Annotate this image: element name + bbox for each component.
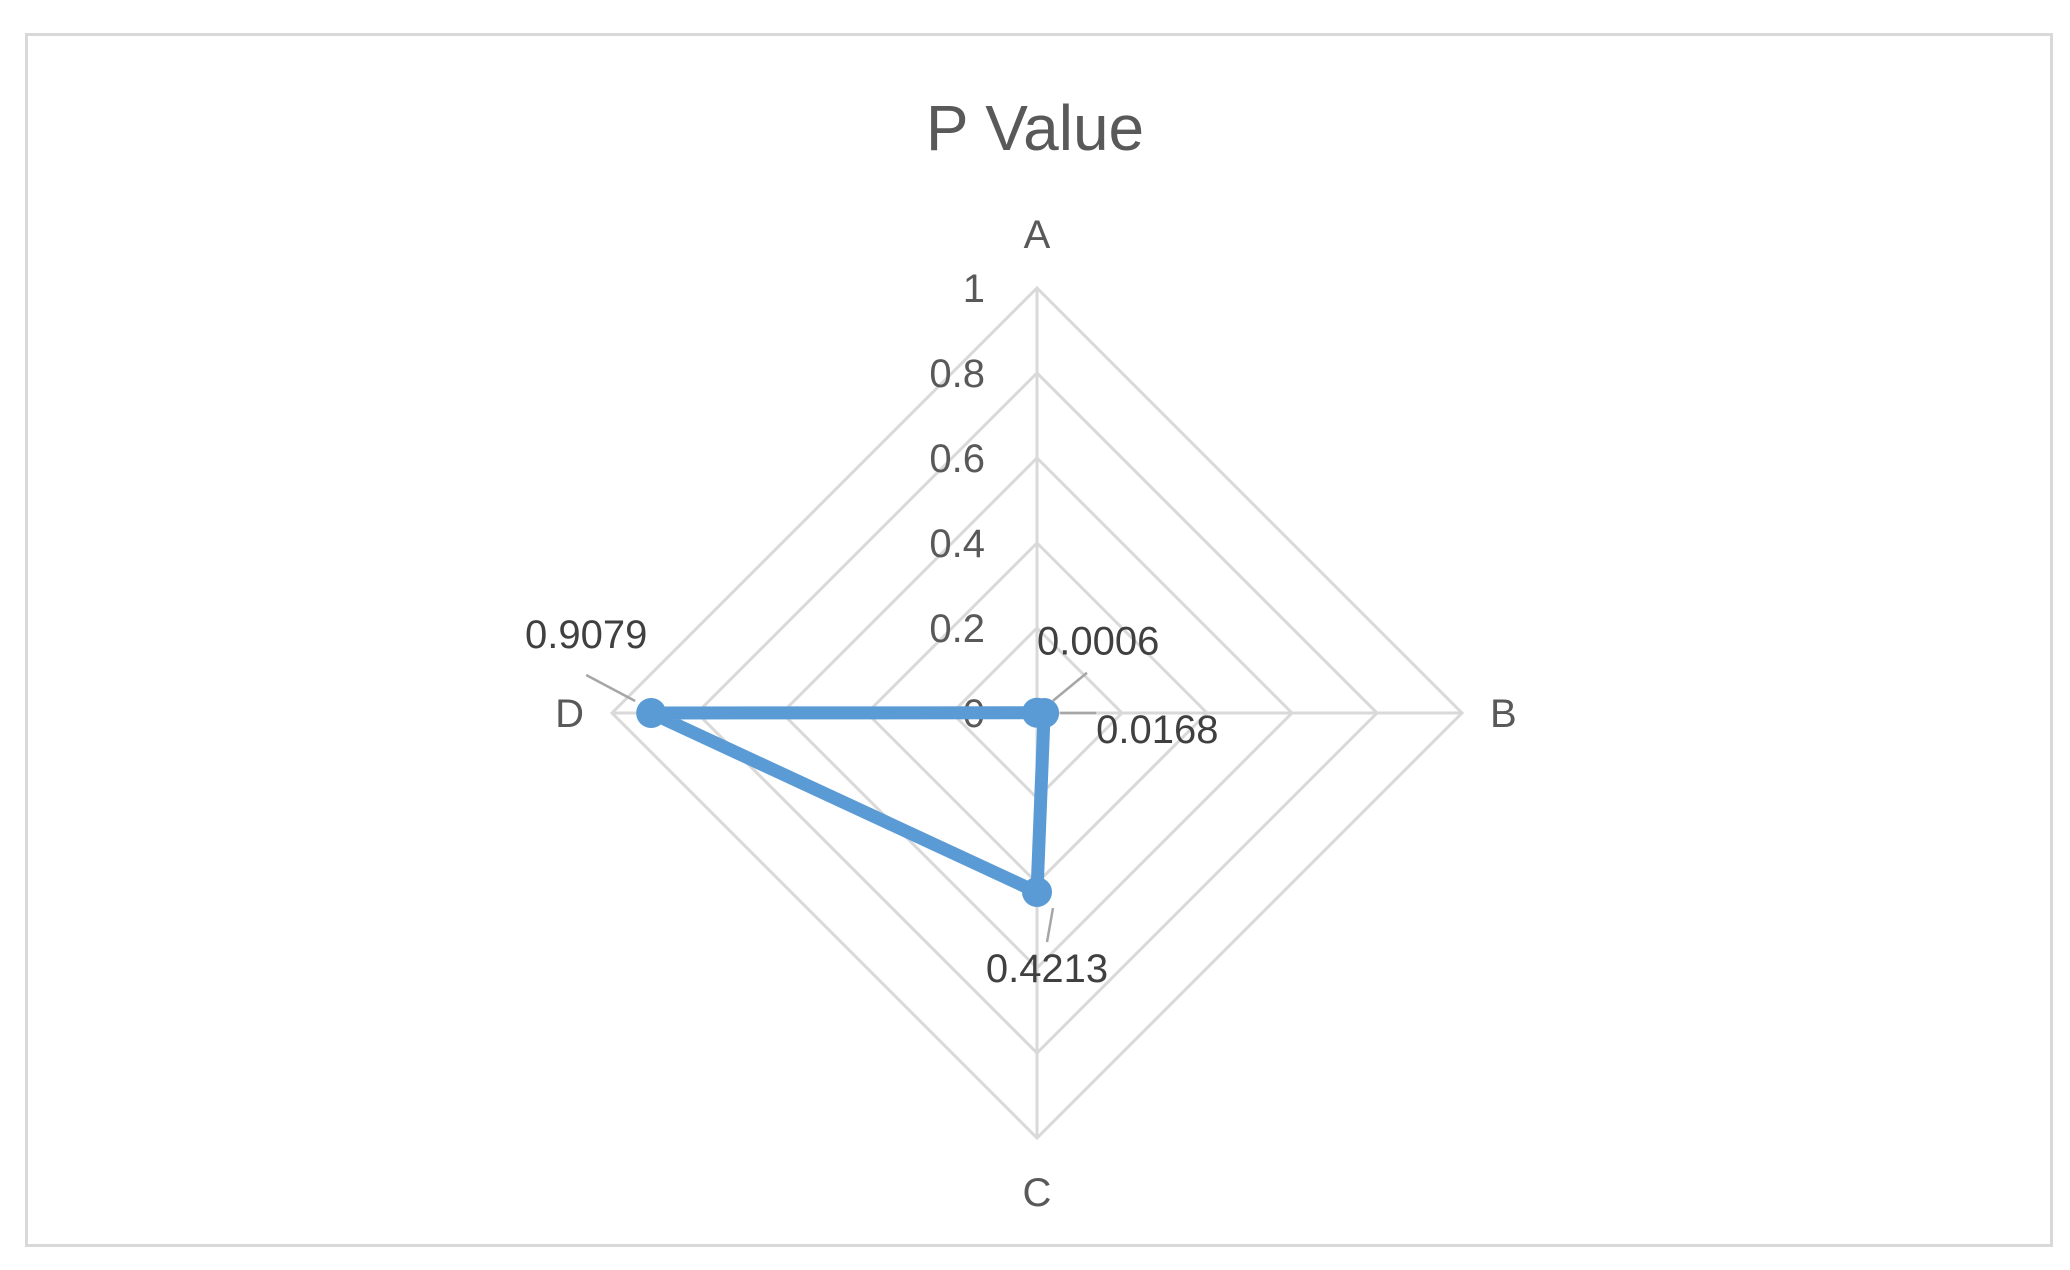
leader-line-c [1045, 907, 1055, 943]
chart-title: P Value [926, 92, 1144, 164]
chart-area [25, 33, 2053, 1247]
tick-label: 0.8 [929, 352, 985, 396]
tick-label: 1 [963, 267, 985, 311]
series-layer [636, 697, 1060, 908]
tick-labels: 00.20.40.60.81 [929, 267, 985, 736]
leader-line-d [585, 673, 636, 703]
axis-labels: A B C D [555, 213, 1517, 1215]
axis-label-b: B [1490, 692, 1517, 736]
data-label-b: 0.0168 [1096, 708, 1218, 752]
axis-label-a: A [1024, 213, 1051, 257]
data-label-d: 0.9079 [525, 613, 647, 657]
data-point-c [1022, 877, 1052, 908]
tick-label: 0.2 [929, 607, 985, 651]
axis-label-d: D [555, 692, 584, 736]
tick-label: 0.4 [929, 522, 985, 566]
data-labels: 0.0006 0.0168 0.4213 0.9079 [525, 613, 1219, 991]
data-label-a: 0.0006 [1037, 620, 1159, 664]
leader-line-a [1052, 671, 1088, 702]
tick-label: 0.6 [929, 437, 985, 481]
axis-label-c: C [1023, 1171, 1052, 1215]
data-point-b [1029, 698, 1060, 728]
data-point-d [636, 698, 667, 728]
data-label-c: 0.4213 [986, 947, 1108, 991]
